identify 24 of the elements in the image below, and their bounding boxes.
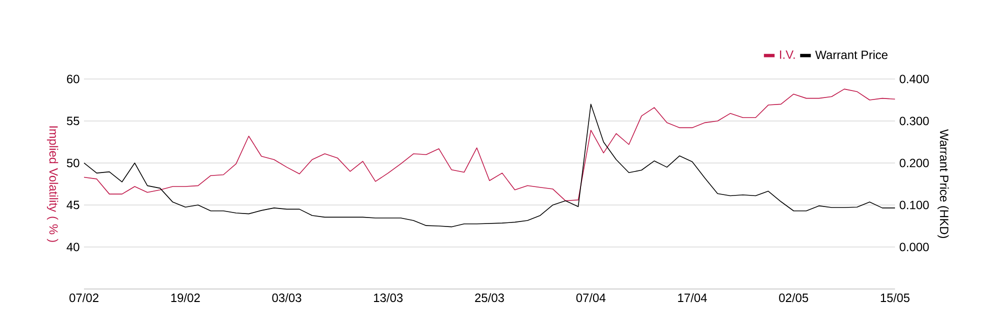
legend-label: Warrant Price bbox=[815, 50, 888, 60]
y-tick-label: 60 bbox=[67, 74, 80, 84]
line-series bbox=[84, 88, 896, 202]
x-tick-label: 17/04 bbox=[678, 293, 707, 302]
y2-tick-label: 0.300 bbox=[900, 116, 929, 126]
legend-label: I.V. bbox=[780, 50, 795, 59]
y2-axis-title: Warrant Price (HKD) bbox=[938, 129, 949, 238]
y-tick-label: 55 bbox=[66, 116, 80, 126]
y-tick-label: 50 bbox=[66, 158, 80, 168]
y-tick-label: 40 bbox=[66, 242, 80, 252]
x-tick-label: 13/03 bbox=[374, 293, 403, 302]
x-tick-label: 07/04 bbox=[576, 293, 606, 302]
x-tick-label: 25/03 bbox=[475, 293, 504, 302]
y-axis-title: Implied Volatility ( % ) bbox=[46, 126, 58, 242]
y2-tick-label: 0.100 bbox=[900, 200, 929, 210]
y2-tick-label: 0.400 bbox=[900, 74, 929, 84]
x-tick-label: 02/05 bbox=[779, 293, 808, 302]
x-tick-label: 15/05 bbox=[880, 293, 910, 302]
y2-tick-label: 0.200 bbox=[900, 158, 929, 168]
x-tick-label: 03/03 bbox=[272, 293, 302, 302]
y-tick-label: 45 bbox=[66, 200, 80, 210]
y2-tick-label: 0.000 bbox=[900, 242, 929, 252]
x-tick-label: 07/02 bbox=[69, 293, 98, 302]
x-tick-label: 19/02 bbox=[171, 293, 200, 302]
